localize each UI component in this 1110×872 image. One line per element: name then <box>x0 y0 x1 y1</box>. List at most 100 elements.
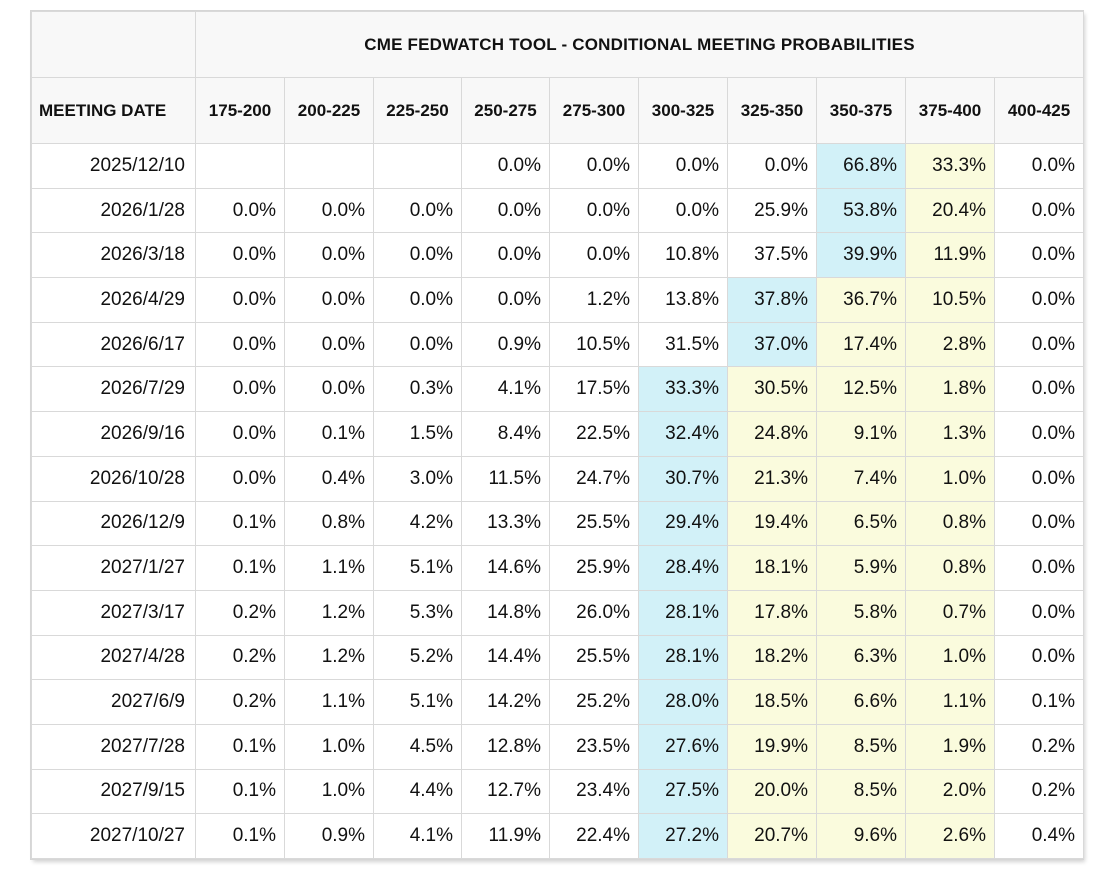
column-header-rate-range: 350-375 <box>816 77 906 144</box>
meeting-date-cell: 2027/1/27 <box>31 545 196 591</box>
probability-cell: 10.5% <box>549 321 639 368</box>
probability-cell: 3.0% <box>373 455 462 502</box>
table-row: 2025/12/10 0.0% 0.0% 0.0% 0.0% 66.8% 33.3% 0.0% <box>31 143 1085 189</box>
probability-cell: 0.3% <box>373 366 462 413</box>
table-row: 2026/1/28 0.0% 0.0% 0.0% 0.0% 0.0% 0.0% 25.9% 53… <box>31 187 1085 234</box>
probability-cell: 0.0% <box>373 232 462 279</box>
probability-cell <box>195 143 285 189</box>
probability-cell: 4.1% <box>461 366 550 413</box>
probability-cell: 2.0% <box>905 768 995 815</box>
probability-cell: 0.1% <box>195 723 285 770</box>
column-header-rate-range: 275-300 <box>549 77 639 144</box>
table-row: 2027/1/27 0.1% 1.1% 5.1% 14.6% 25.9% 28.4% 18.1… <box>31 545 1085 591</box>
meeting-date-cell: 2026/12/9 <box>31 500 196 547</box>
probability-cell: 0.0% <box>638 187 728 234</box>
probability-cell: 6.6% <box>816 679 906 725</box>
probability-cell: 37.5% <box>727 232 817 279</box>
probability-cell: 18.5% <box>727 679 817 725</box>
probability-cell: 0.2% <box>993 723 1085 770</box>
meeting-date-cell: 2027/7/28 <box>31 723 196 770</box>
meeting-date-cell: 2026/10/28 <box>31 455 196 502</box>
probability-cell: 0.0% <box>993 500 1085 547</box>
meeting-date-cell: 2026/4/29 <box>31 277 196 323</box>
probability-cell: 0.8% <box>905 545 995 591</box>
probability-cell: 0.0% <box>284 187 374 234</box>
probability-cell: 0.0% <box>373 277 462 323</box>
probability-cell: 31.5% <box>638 321 728 368</box>
probability-cell: 4.5% <box>373 723 462 770</box>
probability-cell: 5.2% <box>373 634 462 681</box>
column-header-rate-range: 175-200 <box>195 77 285 144</box>
probability-cell: 0.0% <box>195 455 285 502</box>
probability-cell: 13.3% <box>461 500 550 547</box>
probability-cell: 8.5% <box>816 723 906 770</box>
probability-cell: 1.2% <box>549 277 639 323</box>
probability-cell: 0.0% <box>993 545 1085 591</box>
table-row: 2026/7/29 0.0% 0.0% 0.3% 4.1% 17.5% 33.3% 30.5%… <box>31 366 1085 413</box>
meeting-date-cell: 2027/6/9 <box>31 679 196 725</box>
probability-cell: 0.0% <box>993 411 1085 457</box>
probability-cell: 4.4% <box>373 768 462 815</box>
probability-cell: 0.7% <box>905 589 995 636</box>
probability-cell: 0.0% <box>993 277 1085 323</box>
probability-cell: 24.8% <box>727 411 817 457</box>
probability-cell: 25.9% <box>549 545 639 591</box>
probability-table: CME FEDWATCH TOOL - CONDITIONAL MEETING … <box>31 11 1085 859</box>
meeting-date-cell: 2026/6/17 <box>31 321 196 368</box>
probability-cell: 0.0% <box>461 277 550 323</box>
probability-cell: 0.0% <box>549 187 639 234</box>
probability-cell: 1.2% <box>284 589 374 636</box>
probability-cell: 12.7% <box>461 768 550 815</box>
probability-cell: 0.1% <box>195 545 285 591</box>
column-header-rate-range: 325-350 <box>727 77 817 144</box>
probability-cell: 28.0% <box>638 679 728 725</box>
column-header-rate-range: 375-400 <box>905 77 995 144</box>
probability-cell: 0.0% <box>373 187 462 234</box>
probability-cell: 0.4% <box>284 455 374 502</box>
probability-cell: 0.2% <box>195 679 285 725</box>
probability-cell: 1.3% <box>905 411 995 457</box>
probability-cell <box>373 143 462 189</box>
probability-cell: 4.1% <box>373 813 462 859</box>
probability-cell: 0.0% <box>195 411 285 457</box>
probability-cell: 32.4% <box>638 411 728 457</box>
probability-cell: 37.0% <box>727 321 817 368</box>
probability-cell: 19.9% <box>727 723 817 770</box>
probability-cell: 36.7% <box>816 277 906 323</box>
column-header-row: MEETING DATE 175-200 200-225 225-250 250-275… <box>31 77 1085 144</box>
probability-cell: 0.0% <box>993 232 1085 279</box>
meeting-date-cell: 2026/7/29 <box>31 366 196 413</box>
probability-cell: 5.3% <box>373 589 462 636</box>
probability-cell: 24.7% <box>549 455 639 502</box>
probability-cell: 6.5% <box>816 500 906 547</box>
probability-cell: 18.2% <box>727 634 817 681</box>
corner-cell <box>31 11 196 78</box>
probability-cell: 22.4% <box>549 813 639 859</box>
probability-cell: 18.1% <box>727 545 817 591</box>
probability-cell: 0.0% <box>461 187 550 234</box>
probability-cell: 0.0% <box>195 277 285 323</box>
table-row: 2026/6/17 0.0% 0.0% 0.0% 0.9% 10.5% 31.5% 37.0%… <box>31 321 1085 368</box>
probability-cell: 27.5% <box>638 768 728 815</box>
probability-cell: 0.0% <box>284 366 374 413</box>
probability-cell: 1.2% <box>284 634 374 681</box>
probability-cell: 0.0% <box>195 232 285 279</box>
probability-cell: 0.2% <box>195 589 285 636</box>
probability-cell: 5.1% <box>373 545 462 591</box>
probability-cell: 0.2% <box>195 634 285 681</box>
probability-cell: 19.4% <box>727 500 817 547</box>
table-row: 2027/7/28 0.1% 1.0% 4.5% 12.8% 23.5% 27.6% 19.9… <box>31 723 1085 770</box>
probability-cell: 26.0% <box>549 589 639 636</box>
probability-cell: 0.1% <box>195 500 285 547</box>
probability-cell: 14.2% <box>461 679 550 725</box>
probability-cell: 28.1% <box>638 634 728 681</box>
table-row: 2027/4/28 0.2% 1.2% 5.2% 14.4% 25.5% 28.1% 18.2… <box>31 634 1085 681</box>
meeting-date-cell: 2026/3/18 <box>31 232 196 279</box>
table-row: 2027/9/15 0.1% 1.0% 4.4% 12.7% 23.4% 27.5% 20.0… <box>31 768 1085 815</box>
probability-cell: 0.8% <box>284 500 374 547</box>
probability-cell: 0.0% <box>284 232 374 279</box>
table-row: 2026/9/16 0.0% 0.1% 1.5% 8.4% 22.5% 32.4% 24.8%… <box>31 411 1085 457</box>
probability-cell: 0.0% <box>461 232 550 279</box>
probability-cell: 0.0% <box>993 187 1085 234</box>
column-header-rate-range: 225-250 <box>373 77 462 144</box>
